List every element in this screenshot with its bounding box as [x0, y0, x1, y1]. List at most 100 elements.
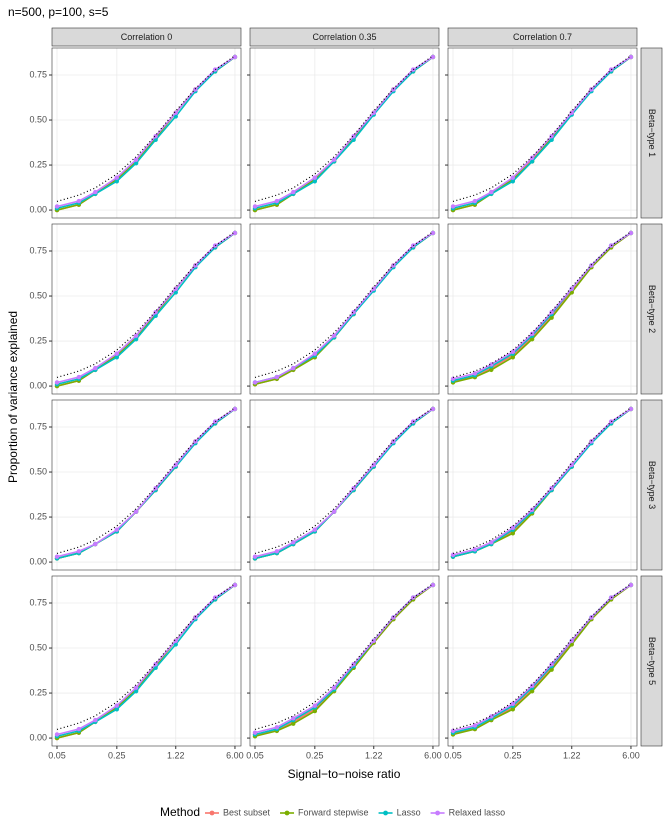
point	[510, 531, 516, 536]
point	[472, 547, 478, 552]
point	[114, 175, 120, 180]
point	[173, 638, 178, 644]
y-tick-label: 0.25	[29, 511, 47, 521]
strip-label: Beta−type 1	[647, 109, 657, 157]
point	[410, 595, 416, 600]
point	[371, 110, 376, 116]
series-line	[452, 407, 632, 555]
y-tick-label: 0.75	[29, 597, 47, 607]
series-line	[56, 584, 236, 738]
point	[549, 137, 554, 143]
point	[371, 286, 376, 292]
point	[549, 310, 554, 315]
point	[173, 110, 178, 116]
point	[351, 134, 356, 139]
point	[391, 439, 396, 444]
point	[608, 243, 614, 248]
panel: 0.00 0.25 0.50 0.75	[29, 223, 242, 395]
legend-key	[284, 810, 290, 816]
y-tick-label: 0.25	[29, 335, 47, 345]
series-line	[452, 56, 632, 210]
point	[331, 509, 337, 514]
point	[391, 263, 396, 268]
point	[472, 723, 478, 728]
legend-title: Method	[160, 805, 200, 819]
point	[549, 667, 554, 672]
point	[549, 134, 554, 139]
strip-label: Beta−type 3	[647, 461, 657, 509]
point	[589, 439, 594, 444]
legend-key	[209, 810, 215, 816]
series-line	[56, 408, 236, 558]
panel	[445, 47, 638, 219]
strip	[447, 27, 638, 47]
point	[628, 54, 634, 60]
y-tick-label: 0.75	[29, 245, 47, 255]
panel: 0.05 0.25 1.22 6.00	[444, 575, 640, 760]
point	[232, 406, 238, 412]
point	[529, 689, 535, 694]
point	[93, 717, 98, 723]
point	[114, 351, 120, 356]
point	[93, 365, 98, 371]
point	[450, 376, 456, 382]
series-line	[56, 232, 236, 384]
y-tick-label: 0.00	[29, 556, 47, 566]
point	[114, 355, 120, 360]
point	[628, 406, 634, 412]
point	[549, 315, 554, 320]
point	[510, 355, 516, 360]
point	[608, 419, 614, 424]
point	[133, 157, 139, 162]
point	[212, 243, 218, 248]
y-tick-label: 0.50	[29, 114, 47, 124]
point	[351, 662, 356, 667]
point	[430, 54, 436, 60]
point	[589, 87, 594, 92]
point	[173, 286, 178, 292]
series-line	[56, 56, 236, 208]
point	[114, 707, 120, 712]
strip	[640, 575, 663, 747]
point	[510, 701, 516, 707]
series-line	[452, 232, 632, 384]
x-axis-label: Signal−to−noise ratio	[288, 767, 401, 781]
point	[569, 638, 574, 644]
point	[430, 582, 436, 588]
point	[312, 708, 318, 714]
point	[193, 263, 198, 268]
panel-border	[51, 575, 242, 747]
panel-border	[447, 399, 638, 571]
point	[54, 380, 60, 385]
point	[173, 462, 178, 468]
point	[628, 582, 634, 588]
point	[312, 179, 318, 184]
x-tick-label: 0.05	[444, 750, 462, 760]
point	[529, 683, 535, 689]
point	[450, 728, 456, 734]
y-tick-label: 0.50	[29, 466, 47, 476]
point	[133, 337, 139, 342]
strip	[640, 47, 663, 219]
point	[529, 159, 535, 164]
point	[252, 730, 258, 735]
series-line	[452, 408, 632, 558]
point	[274, 374, 280, 380]
point	[212, 67, 218, 72]
panel-border	[447, 575, 638, 747]
series-line	[452, 232, 632, 380]
x-tick-label: 1.22	[365, 750, 383, 760]
point	[232, 230, 238, 236]
series-line	[56, 231, 236, 379]
point	[510, 525, 516, 531]
legend-key	[383, 810, 388, 816]
x-tick-label: 1.22	[563, 750, 581, 760]
point	[291, 721, 296, 726]
panel: 0.00 0.25 0.50 0.75	[29, 399, 242, 571]
series-line	[254, 583, 434, 731]
point	[153, 134, 158, 139]
point	[232, 54, 238, 60]
series-line	[56, 55, 236, 203]
point	[54, 554, 60, 559]
x-tick-label: 0.25	[108, 750, 126, 760]
